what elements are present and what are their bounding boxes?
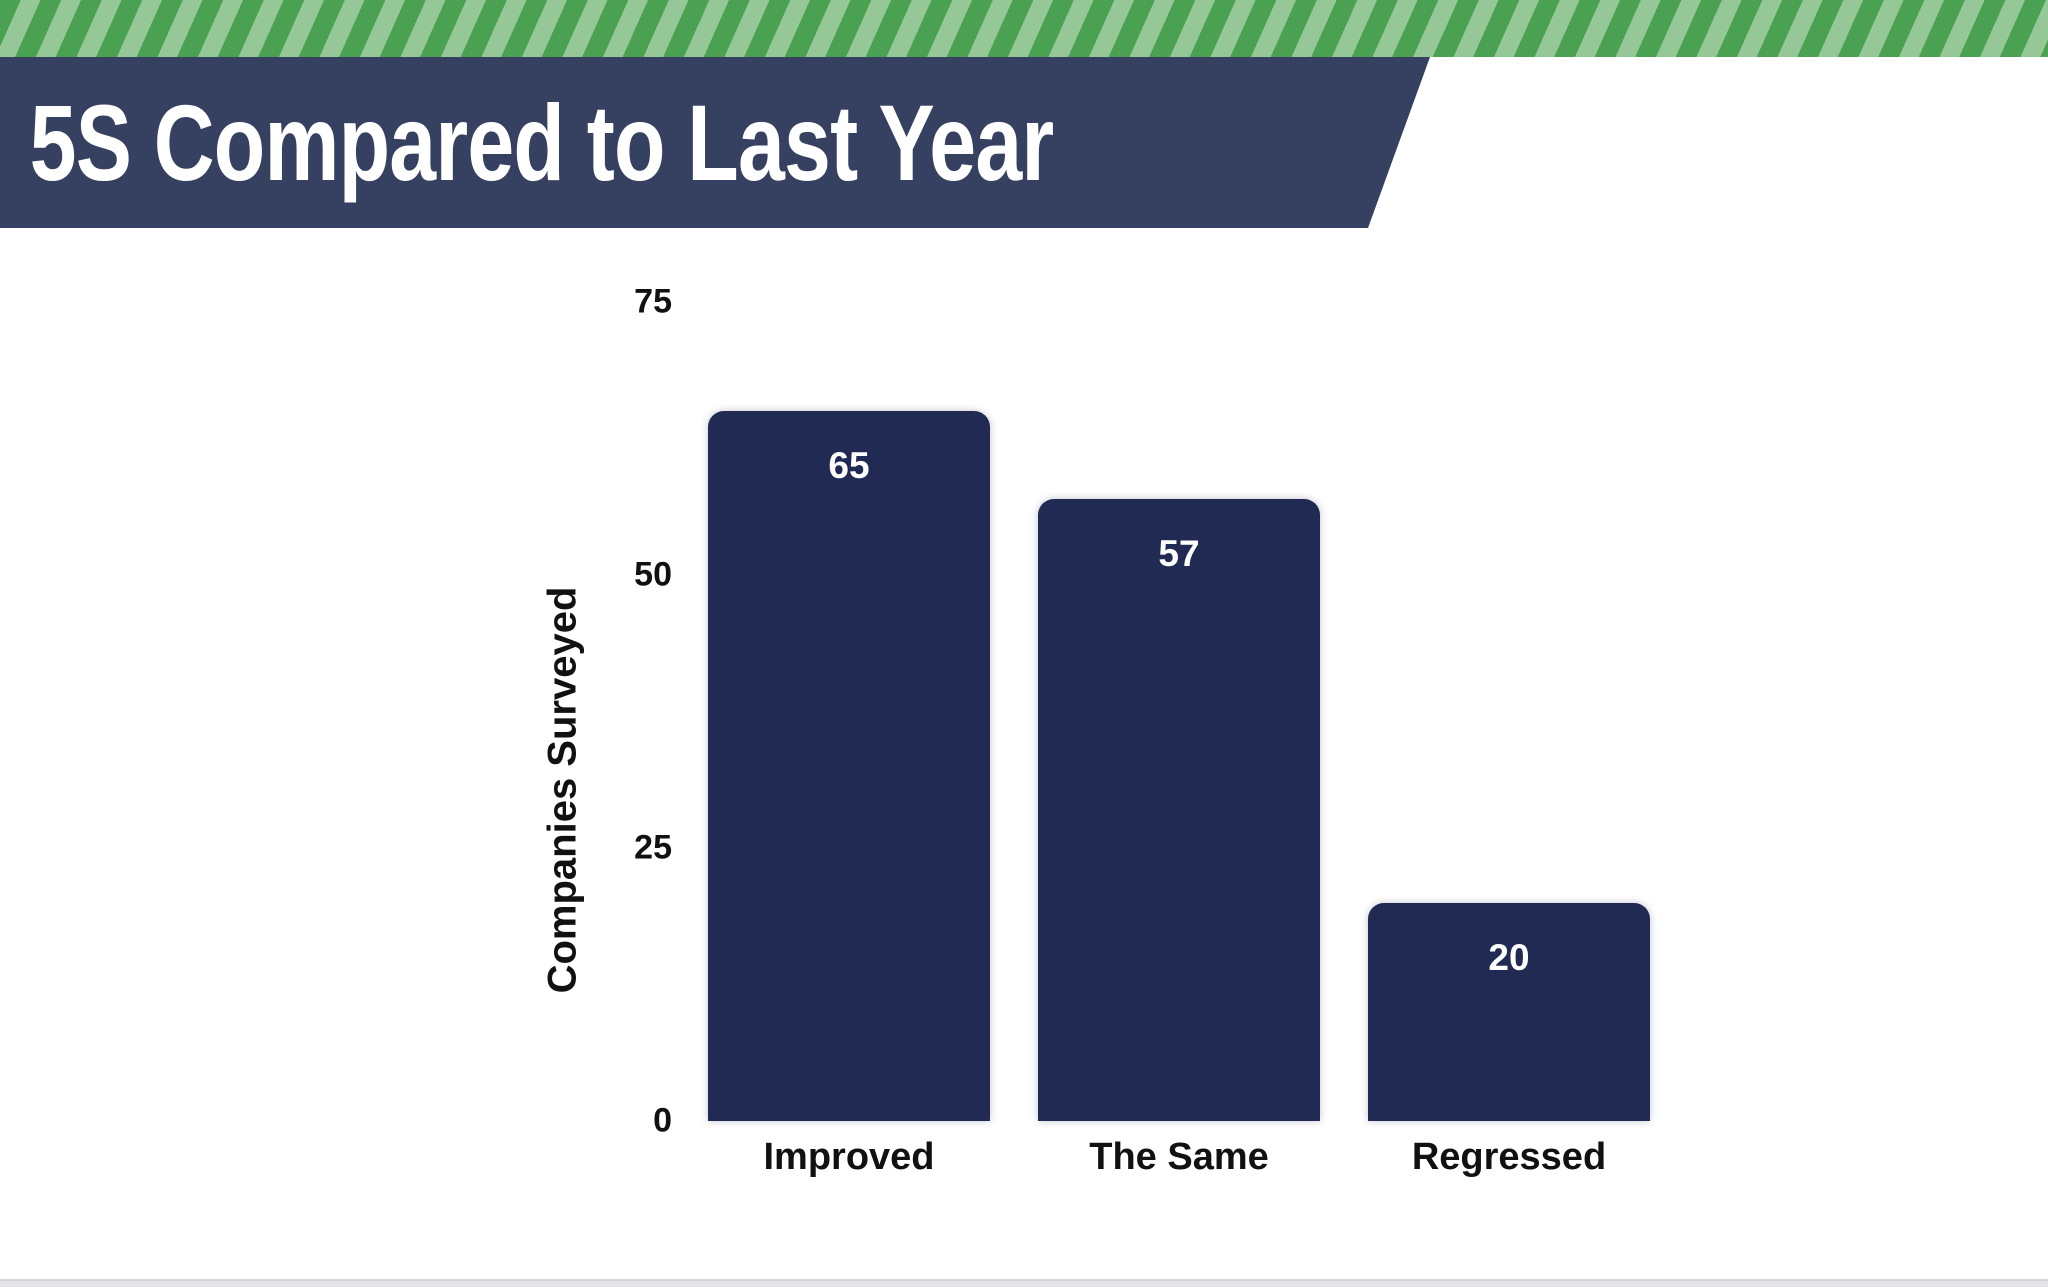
- y-tick-0: 0: [653, 1101, 672, 1140]
- bottom-edge-strip: [0, 1279, 2048, 1287]
- y-axis-ticks: 75 50 25 0: [420, 283, 672, 1140]
- bar-improved: 65: [708, 411, 990, 1121]
- bar-regressed: 20: [1368, 903, 1650, 1121]
- y-tick-25: 25: [634, 828, 672, 867]
- bar-the-same: 57: [1038, 499, 1320, 1121]
- plot-area: 65 57 20: [708, 302, 1650, 1121]
- x-axis-label-improved: Improved: [763, 1136, 935, 1178]
- bar-value-the-same: 57: [1158, 533, 1200, 574]
- bar-value-improved: 65: [828, 445, 870, 486]
- striped-top-banner: [0, 0, 2048, 57]
- title-banner: 5S Compared to Last Year: [0, 57, 1430, 228]
- page-title: 5S Compared to Last Year: [29, 82, 1055, 203]
- y-tick-75: 75: [634, 282, 672, 321]
- bar-value-regressed: 20: [1488, 937, 1530, 978]
- x-axis-labels: Improved The Same Regressed: [708, 1136, 1650, 1179]
- x-axis-label-the-same: The Same: [1089, 1136, 1269, 1178]
- y-tick-50: 50: [634, 555, 672, 594]
- x-axis-label-regressed: Regressed: [1411, 1136, 1607, 1178]
